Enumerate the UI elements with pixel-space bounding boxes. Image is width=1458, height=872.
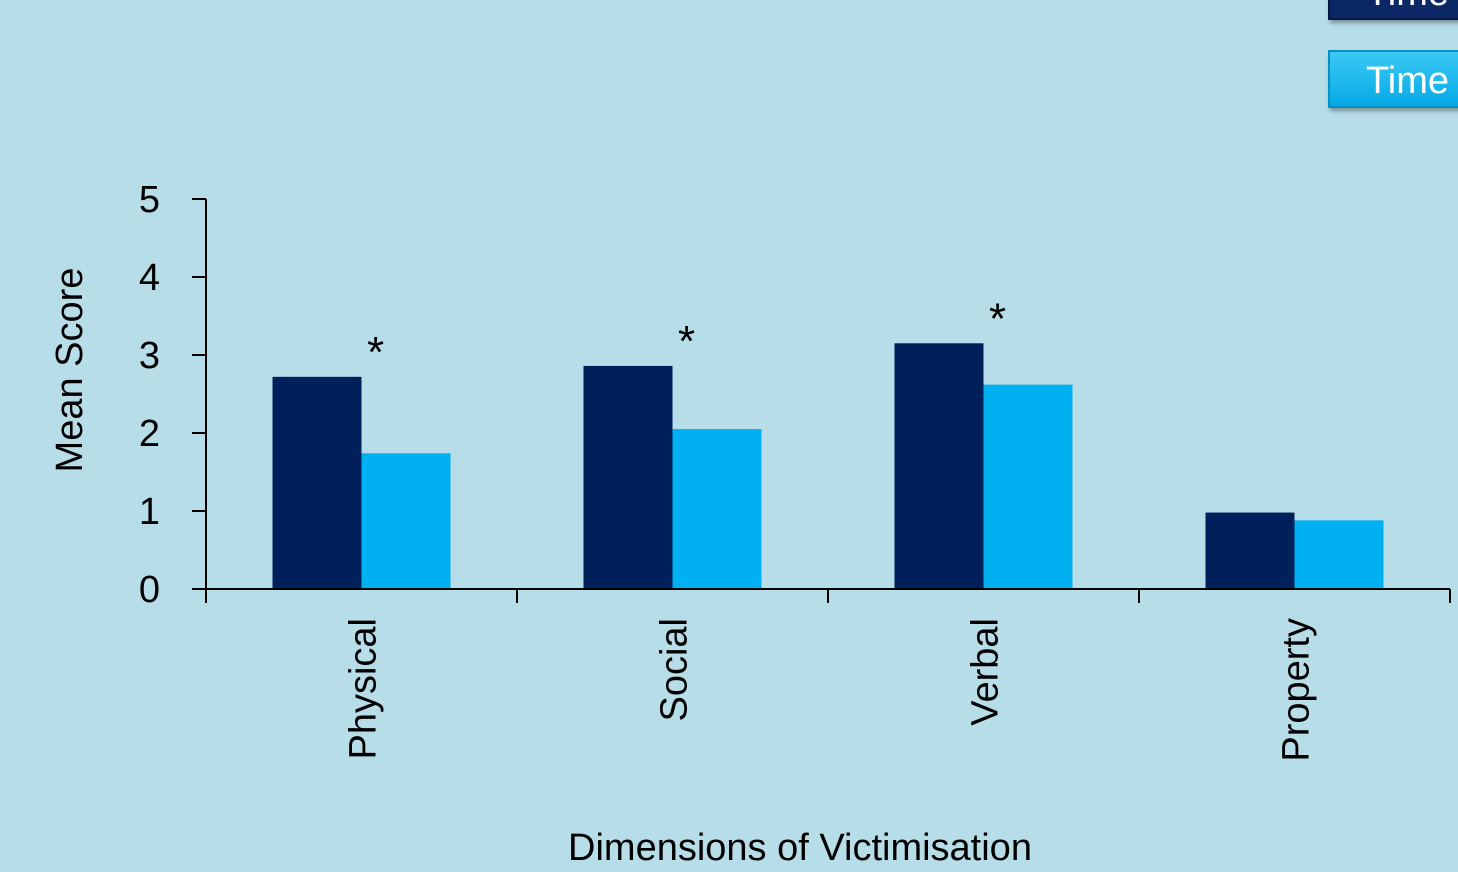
x-tick-label-social: Social — [654, 618, 696, 722]
y-tick-label-2: 2 — [139, 413, 160, 455]
bars-group — [272, 343, 1384, 589]
y-tick-label-5: 5 — [139, 179, 160, 221]
bar-time-2-social — [672, 429, 762, 589]
legend-label-time-2: Time 2 — [1366, 60, 1458, 102]
y-tick-label-3: 3 — [139, 335, 160, 377]
significance-marker-verbal: * — [989, 294, 1006, 343]
significance-marker-physical: * — [367, 328, 384, 377]
bar-time-1-property — [1205, 512, 1295, 589]
bar-time-2-physical — [361, 453, 451, 589]
x-tick-label-verbal: Verbal — [965, 618, 1007, 726]
labels-group: Physical * Social * Verbal * Property 0 1 2 3 4 5 — [139, 179, 1318, 762]
bar-time-2-verbal — [983, 384, 1073, 589]
x-axis-title: Dimensions of Victimisation — [568, 827, 1032, 869]
y-axis-title: Mean Score — [49, 268, 91, 473]
y-tick-label-0: 0 — [139, 569, 160, 611]
bar-time-1-social — [583, 365, 673, 589]
significance-marker-social: * — [678, 317, 695, 366]
y-tick-label-4: 4 — [139, 257, 160, 299]
axes-group — [192, 198, 1451, 603]
x-tick-label-physical: Physical — [343, 618, 385, 760]
bar-time-2-property — [1294, 520, 1384, 589]
legend-label-time-1: Time 1 — [1366, 0, 1458, 14]
legend-item-time-1: Time 1 — [1328, 0, 1458, 20]
bar-time-1-verbal — [894, 343, 984, 589]
legend-item-time-2: Time 2 — [1328, 50, 1458, 108]
bar-time-1-physical — [272, 376, 362, 589]
y-tick-label-1: 1 — [139, 491, 160, 533]
x-tick-label-property: Property — [1276, 618, 1318, 762]
